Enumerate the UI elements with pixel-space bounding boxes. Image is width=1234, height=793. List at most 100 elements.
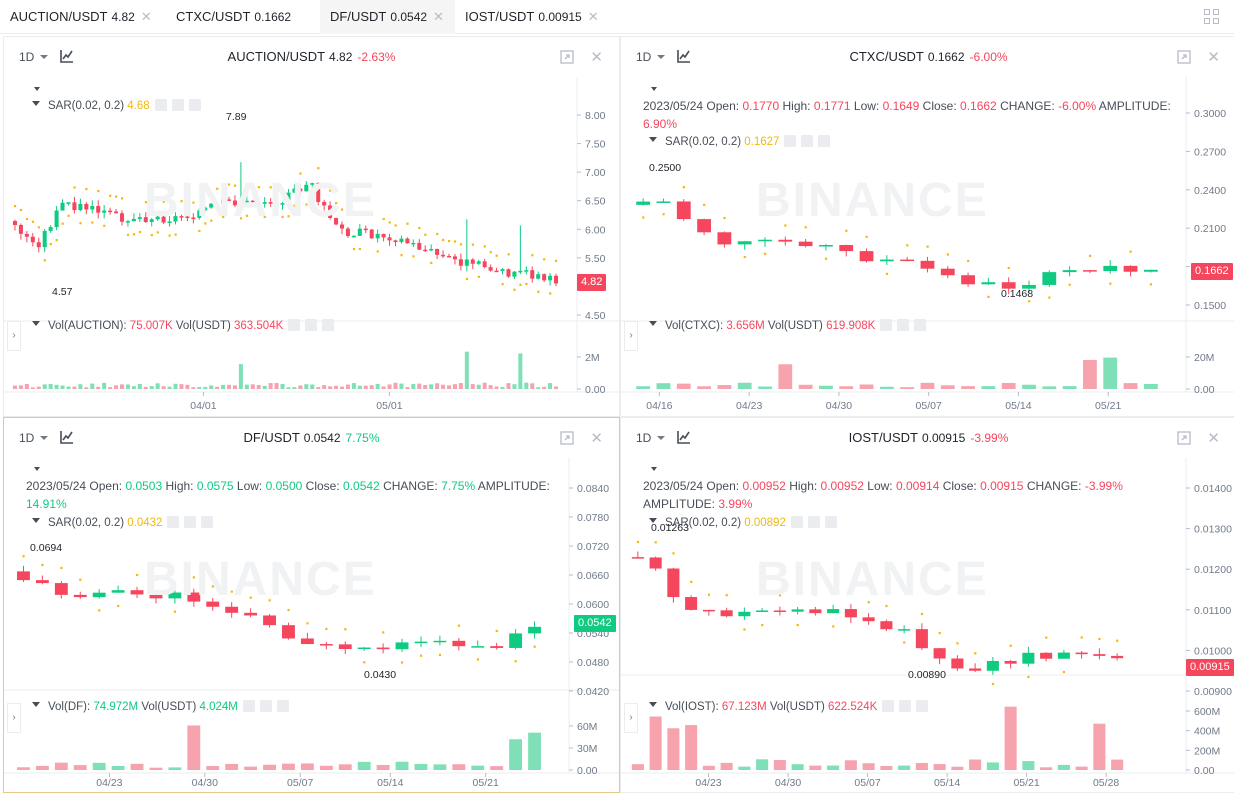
tab-ctxc-usdt[interactable]: CTXC/USDT 0.1662 (166, 0, 321, 34)
timeframe-select[interactable]: 1D (19, 50, 48, 64)
settings-icon[interactable] (899, 700, 912, 712)
chart-panel-auction: 8.007.507.006.506.005.505.004.502M0.0004… (3, 36, 620, 417)
settings-icon[interactable] (807, 516, 820, 528)
volume-bar (961, 386, 975, 389)
last-price-label: 4.82 (577, 274, 607, 291)
sar-dot (903, 641, 906, 644)
eye-icon[interactable] (167, 516, 180, 528)
chart-type-icon[interactable] (677, 430, 691, 444)
settings-icon[interactable] (305, 319, 318, 331)
candle-body (798, 241, 813, 247)
tab-df-usdt[interactable]: DF/USDT 0.0542 ✕ (320, 0, 455, 34)
close-panel-icon[interactable]: ✕ (1207, 430, 1220, 447)
candle-body (221, 199, 226, 204)
remove-icon[interactable] (914, 319, 927, 331)
high-value: 0.00952 (820, 479, 864, 493)
remove-icon[interactable] (916, 700, 929, 712)
close-icon[interactable]: ✕ (433, 9, 444, 24)
volume-bar (381, 386, 386, 389)
amplitude-value: 14.91% (26, 497, 67, 511)
remove-icon[interactable] (201, 516, 214, 528)
expand-side-button[interactable]: › (7, 321, 21, 351)
timeframe-select[interactable]: 1D (636, 50, 665, 64)
sar-dot (97, 189, 100, 193)
sar-dot (442, 238, 445, 242)
tab-pair: CTXC/USDT (176, 9, 251, 24)
eye-icon[interactable] (882, 700, 895, 712)
candle-body (862, 617, 875, 622)
remove-icon[interactable] (188, 99, 201, 111)
remove-icon[interactable] (276, 700, 289, 712)
close-label: Close: (942, 479, 977, 493)
sar-dot (707, 593, 711, 596)
chart-type-icon[interactable] (60, 49, 74, 63)
expand-icon[interactable] (560, 50, 574, 64)
sar-dot (1129, 250, 1132, 253)
close-icon[interactable]: ✕ (587, 9, 599, 24)
expand-side-button[interactable]: › (624, 703, 638, 733)
eye-icon[interactable] (880, 319, 893, 331)
expand-icon[interactable] (1177, 50, 1191, 64)
pair-change: -3.99% (970, 431, 1009, 445)
eye-icon[interactable] (784, 135, 797, 147)
candle-body (1111, 655, 1124, 659)
sar-dot (501, 283, 504, 286)
low-price-label: 4.57 (52, 286, 73, 298)
layout-grid-icon[interactable] (1204, 9, 1220, 25)
sar-dot (138, 230, 142, 234)
remove-icon[interactable] (818, 135, 831, 147)
volume-bar (232, 385, 237, 389)
sar-dot (251, 184, 254, 187)
remove-icon[interactable] (824, 516, 837, 528)
sar-dot (382, 217, 385, 221)
expand-icon[interactable] (1177, 431, 1191, 445)
settings-icon[interactable] (184, 516, 197, 528)
volume-bar (206, 766, 220, 770)
close-panel-icon[interactable]: ✕ (1207, 49, 1220, 66)
close-icon[interactable]: ✕ (140, 9, 152, 24)
collapse-caret-icon[interactable] (651, 87, 657, 94)
sar-value: 0.1627 (744, 136, 780, 148)
timeframe-select[interactable]: 1D (636, 431, 665, 445)
settings-icon[interactable] (897, 319, 910, 331)
eye-icon[interactable] (154, 99, 167, 111)
tab-iost-usdt[interactable]: IOST/USDT 0.00915 ✕ (455, 0, 605, 34)
volume-bar (48, 383, 53, 389)
candle-body (96, 205, 101, 213)
expand-side-button[interactable]: › (624, 321, 638, 351)
remove-icon[interactable] (322, 319, 335, 331)
close-panel-icon[interactable]: ✕ (590, 430, 603, 447)
low-price-label: 0.00890 (908, 669, 946, 681)
sar-dot (682, 186, 685, 189)
date-tick-label: 05/01 (376, 400, 402, 412)
candle-body (286, 192, 291, 204)
expand-icon[interactable] (560, 431, 574, 445)
close-panel-icon[interactable]: ✕ (590, 49, 603, 66)
sar-dot (317, 167, 320, 170)
tab-auction-usdt[interactable]: AUCTION/USDT 4.82 ✕ (0, 0, 165, 34)
eye-icon[interactable] (288, 319, 301, 331)
candle-body (149, 594, 163, 599)
candle-body (395, 642, 409, 650)
date-tick-label: 05/21 (473, 777, 499, 789)
timeframe-select[interactable]: 1D (19, 431, 48, 445)
settings-icon[interactable] (801, 135, 814, 147)
volume-bar (791, 764, 804, 770)
collapse-caret-icon[interactable] (651, 467, 657, 474)
eye-icon[interactable] (242, 700, 255, 712)
chart-type-icon[interactable] (677, 49, 691, 63)
collapse-caret-icon[interactable] (34, 467, 40, 474)
candle-body (986, 660, 999, 671)
expand-side-button[interactable]: › (7, 703, 21, 733)
volume-bar (429, 384, 434, 389)
volume-bar (369, 385, 374, 389)
settings-icon[interactable] (171, 99, 184, 111)
settings-icon[interactable] (259, 700, 272, 712)
sar-dot (412, 255, 415, 258)
chart-type-icon[interactable] (60, 430, 74, 444)
volume-bar (168, 767, 182, 770)
sar-dot (465, 277, 469, 280)
candle-body (981, 282, 996, 285)
collapse-caret-icon[interactable] (34, 87, 40, 94)
eye-icon[interactable] (790, 516, 803, 528)
